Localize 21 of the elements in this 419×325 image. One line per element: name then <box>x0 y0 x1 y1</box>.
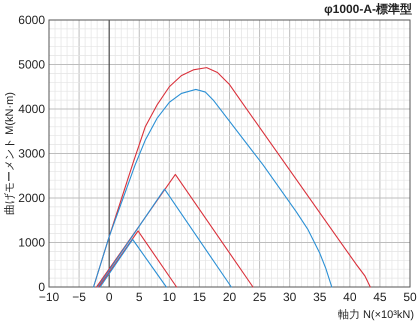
x-tick-label: 30 <box>282 290 297 304</box>
x-tick-label: 45 <box>373 290 387 304</box>
x-tick-label: 15 <box>192 290 206 304</box>
chart-title: φ1000-A-標準型 <box>324 2 412 16</box>
x-tick-label: −5 <box>72 290 86 304</box>
x-tick-label: 5 <box>136 290 143 304</box>
x-tick-label: 35 <box>313 290 327 304</box>
y-tick-label: 2000 <box>18 191 46 205</box>
x-tick-label: 10 <box>162 290 176 304</box>
y-tick-label: 4000 <box>18 102 46 116</box>
y-axis-title: 曲げモーメント M(kN·m) <box>3 92 16 215</box>
y-tick-label: 1000 <box>18 236 46 250</box>
y-tick-label: 3000 <box>18 146 46 160</box>
x-tick-label: 50 <box>403 290 417 304</box>
x-axis-title: 軸力 N(×10³kN) <box>338 308 414 321</box>
x-tick-label: 25 <box>252 290 267 304</box>
x-tick-label: 20 <box>222 290 236 304</box>
y-tick-label: 6000 <box>18 13 46 27</box>
y-tick-label: 5000 <box>18 58 46 72</box>
x-tick-label: 0 <box>106 290 113 304</box>
x-tick-label: 40 <box>343 290 357 304</box>
